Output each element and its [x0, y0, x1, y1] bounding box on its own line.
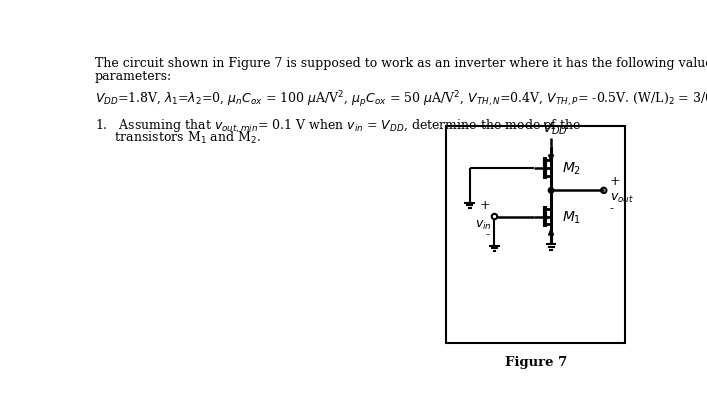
Polygon shape — [549, 229, 554, 235]
Text: $\mathit{M}_2$: $\mathit{M}_2$ — [562, 160, 581, 177]
Text: $v_{out}$: $v_{out}$ — [610, 192, 634, 205]
Text: $V_{DD}$=1.8V, $\lambda_1$=$\lambda_2$=0, $\mu_n$$C_{ox}$ = 100 $\mu$A/V$^2$, $\: $V_{DD}$=1.8V, $\lambda_1$=$\lambda_2$=0… — [95, 90, 707, 110]
Text: $\mathit{M}_1$: $\mathit{M}_1$ — [562, 209, 581, 225]
Text: -: - — [610, 202, 614, 215]
Circle shape — [549, 188, 554, 194]
Polygon shape — [549, 156, 554, 162]
Text: $\mathit{V}_{DD}$: $\mathit{V}_{DD}$ — [542, 121, 568, 137]
Text: -: - — [486, 228, 490, 241]
Text: +: + — [610, 174, 621, 187]
Text: transistors M$_1$ and M$_2$.: transistors M$_1$ and M$_2$. — [95, 129, 261, 145]
Bar — [446, 126, 626, 343]
Text: parameters:: parameters: — [95, 69, 172, 83]
Text: +: + — [479, 199, 490, 211]
Text: $v_{in}$: $v_{in}$ — [474, 218, 491, 232]
Text: The circuit shown in Figure 7 is supposed to work as an inverter where it has th: The circuit shown in Figure 7 is suppose… — [95, 57, 707, 70]
Text: 1.   Assuming that $v_{out,min}$= 0.1 V when $v_{in}$ = $V_{DD}$, determine the : 1. Assuming that $v_{out,min}$= 0.1 V wh… — [95, 117, 581, 134]
Text: Figure 7: Figure 7 — [505, 355, 567, 368]
